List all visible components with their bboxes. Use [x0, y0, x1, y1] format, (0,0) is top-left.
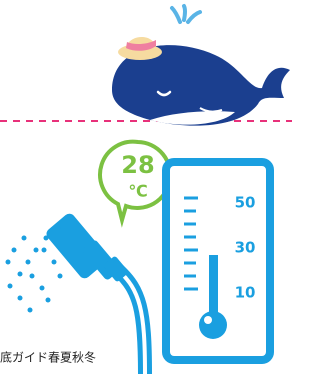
badge-unit: ℃	[128, 182, 147, 201]
badge-value: 28	[121, 151, 154, 179]
caption: 底ガイド春夏秋冬	[0, 350, 96, 365]
scale-label: 50	[235, 194, 256, 212]
illustration: 28 ℃ 50 30 10 底ガイド春夏秋冬	[0, 0, 317, 374]
whale	[112, 6, 290, 126]
scale-label: 30	[235, 239, 256, 257]
scale-label: 10	[235, 284, 256, 302]
thermometer: 50 30 10	[166, 162, 270, 360]
temperature-badge: 28 ℃	[100, 142, 170, 220]
page: 28 ℃ 50 30 10 底ガイド春夏秋冬 (	[0, 0, 317, 374]
